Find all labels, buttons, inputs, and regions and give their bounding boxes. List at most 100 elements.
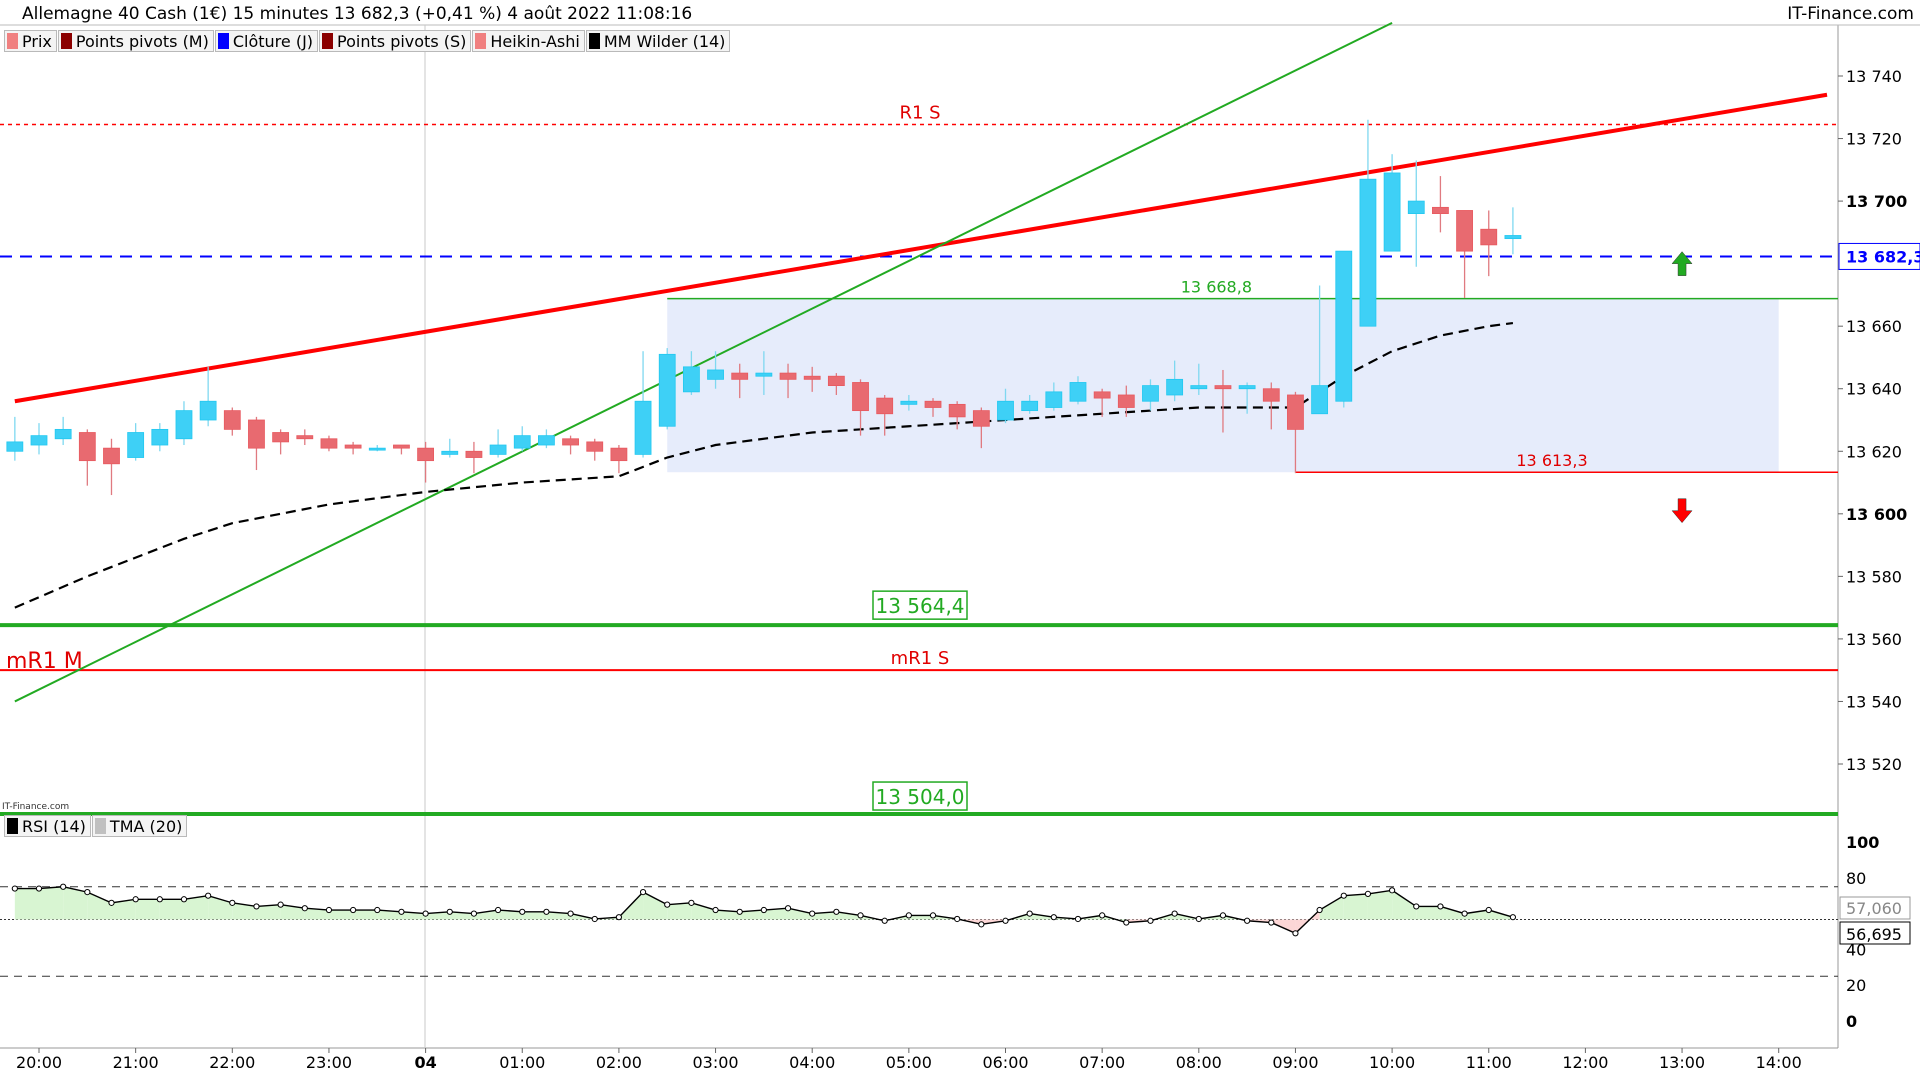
rsi-point-55 [1340,892,1347,899]
candle-body-8 [199,400,217,421]
rsi-fill-58 [1416,906,1441,920]
y-tick-label-9: 13 560 [1846,630,1902,649]
legend-item-4[interactable]: Heikin-Ashi [472,30,585,52]
legend-item-0[interactable]: RSI (14) [4,815,91,837]
arrows-layer [1671,251,1693,524]
legend-label: Points pivots (S) [337,31,467,51]
legend-item-5[interactable]: MM Wilder (14) [585,30,731,52]
rsi-point-38 [929,912,937,919]
rsi-fill-0 [14,888,39,920]
legend-label: Prix [22,31,52,51]
rsi-point-40 [978,921,985,928]
rsi-point-29 [712,906,719,914]
y-tick-label-10: 13 540 [1846,692,1902,711]
legend-item-1[interactable]: TMA (20) [91,815,188,837]
rsi-point-28 [688,899,695,906]
rsi-fill-28 [691,902,716,920]
candle-body-9 [223,410,241,430]
rsi-point-56 [1364,890,1372,898]
legend-item-2[interactable]: Clôture (J) [214,30,319,52]
candle-body-18 [441,450,459,455]
rsi-point-27 [664,901,671,908]
legend-item-3[interactable]: Points pivots (S) [319,30,472,52]
rsi-fill-21 [522,911,547,920]
x-tick-label-3: 23:00 [306,1053,352,1072]
label-mr1s: mR1 S [891,648,950,669]
rsi-point-61 [1485,906,1492,914]
rsi-point-13 [325,906,333,914]
brand-label[interactable]: IT-Finance.com [1787,4,1914,24]
rsi-fill-27 [667,902,692,920]
rsi-fill-1 [39,886,64,920]
rsi-point-58 [1413,903,1420,910]
candle-body-21 [513,435,531,449]
rsi-point-1 [35,885,43,892]
x-tick-label-4: 04 [414,1053,436,1072]
rsi-fill-59 [1440,906,1465,920]
legend-swatch-icon [94,818,106,834]
rsi-point-52 [1268,919,1275,926]
candle-body-20 [489,444,507,455]
candle-body-26 [634,400,652,455]
x-tick-label-17: 13:00 [1659,1053,1705,1072]
candle-body-59 [1432,206,1449,215]
candle-body-12 [296,435,314,440]
candle-body-32 [779,372,797,380]
candle-body-33 [803,375,821,380]
y-tick-label-2: 13 700 [1846,192,1907,211]
candle-body-29 [707,369,724,380]
label-13504: 13 504,0 [875,785,964,809]
rsi-fill-7 [183,895,209,920]
rsi-point-47 [1147,917,1154,924]
wilder-ma-line [14,321,1514,609]
legend-swatch-icon [60,33,72,49]
candle-body-17 [417,447,435,462]
rsi-fill-19 [473,910,499,920]
candle-body-40 [972,410,990,427]
label-13564-box [872,590,968,620]
label-13564: 13 564,4 [875,594,964,618]
candle-body-27 [658,353,676,427]
rsi-point-44 [1074,915,1082,923]
rsi-fill-30 [739,910,764,920]
rsi-point-0 [11,885,18,892]
y-tick-label-3: 13 682,3 [1846,247,1920,266]
rsi-fill-12 [304,908,329,920]
rsi-fill-3 [87,892,112,920]
trendline-1 [14,21,1393,703]
rsi-point-57 [1389,887,1396,894]
x-tick-label-2: 22:00 [209,1053,255,1072]
rsi-point-24 [591,915,598,923]
candle-body-34 [827,375,845,386]
legend-swatch-icon [322,33,334,49]
candle-body-56 [1359,178,1377,327]
label-r1s: R1 S [899,102,940,123]
legend-item-1[interactable]: Points pivots (M) [57,30,214,52]
rsi-point-33 [809,910,816,917]
rsi-point-4 [108,899,115,906]
x-tick-label-18: 14:00 [1756,1053,1802,1072]
arrow-up-icon [1671,251,1693,276]
rsi-point-59 [1437,903,1444,910]
rsi-point-46 [1123,919,1130,926]
rsi-point-50 [1219,912,1227,919]
rsi-point-3 [84,889,91,896]
y-tick-label-6: 13 620 [1846,442,1902,461]
rsi-fill-55 [1343,893,1368,920]
candle-body-5 [127,432,145,458]
candle-body-52 [1262,388,1280,402]
x-tick-label-15: 11:00 [1466,1053,1512,1072]
rsi-point-26 [639,889,647,896]
rsi-point-17 [422,910,429,917]
x-tick-label-14: 10:00 [1369,1053,1415,1072]
rsi-value-label: 56,695 [1846,925,1902,944]
candle-body-30 [731,372,749,380]
rsi-point-48 [1171,910,1178,917]
levels-layer: R1 S 13 668,8 13 613,3 13 564,4 mR1 S mR1 M 13… [0,102,1838,817]
x-tick-label-7: 03:00 [692,1053,738,1072]
legend-item-0[interactable]: Prix [4,30,57,52]
candle-body-15 [368,447,386,451]
axes-layer: 13 740 13 720 13 700 13 682,3 13 660 13 640 13… [16,67,1920,1072]
